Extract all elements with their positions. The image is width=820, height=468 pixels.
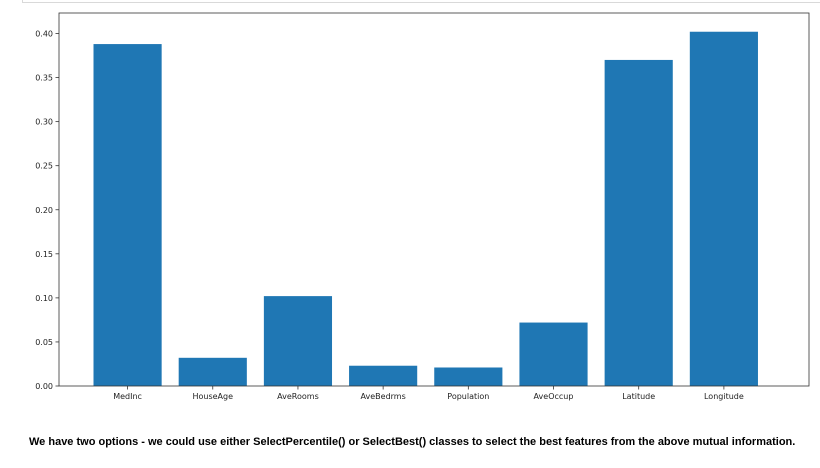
bar-chart-svg: 0.00 0.05 0.10 0.15 0.20 0.25 0.30 0.35 0.40 Med… <box>35 12 810 401</box>
x-tick-label-latitude: Latitude <box>622 392 655 401</box>
previous-cell-border <box>22 0 820 3</box>
bar-medinc <box>93 44 162 386</box>
x-tick-label-averooms: AveRooms <box>277 392 319 401</box>
x-tick-label-houseage: HouseAge <box>192 392 233 401</box>
bar-avebedrms <box>349 365 418 386</box>
bars-group <box>93 31 758 387</box>
x-tick-label-aveoccup: AveOccup <box>534 392 574 401</box>
y-tick-label-0: 0.00 <box>35 382 53 391</box>
x-axis: MedInc HouseAge AveRooms AveBedrms Populatio… <box>113 386 744 401</box>
plot-frame <box>58 12 810 387</box>
y-tick-label-8: 0.40 <box>35 30 53 39</box>
bar-aveoccup <box>519 322 588 386</box>
x-tick-label-population: Population <box>447 392 489 401</box>
x-tick-label-medinc: MedInc <box>113 392 142 401</box>
y-tick-label-6: 0.30 <box>35 118 53 127</box>
x-tick-label-avebedrms: AveBedrms <box>361 392 406 401</box>
bar-houseage <box>178 357 247 386</box>
markdown-paragraph: We have two options - we could use eithe… <box>29 436 796 448</box>
bar-latitude <box>604 59 673 386</box>
y-tick-label-3: 0.15 <box>35 250 53 259</box>
x-tick-label-longitude: Longitude <box>704 392 744 401</box>
y-tick-label-2: 0.10 <box>35 294 53 303</box>
bar-averooms <box>263 296 333 386</box>
y-tick-label-4: 0.20 <box>35 206 53 215</box>
y-tick-label-1: 0.05 <box>35 338 53 347</box>
y-axis: 0.00 0.05 0.10 0.15 0.20 0.25 0.30 0.35 0.40 <box>35 30 59 391</box>
bar-population <box>434 367 503 386</box>
y-tick-label-5: 0.25 <box>35 162 53 171</box>
y-tick-label-7: 0.35 <box>35 74 53 83</box>
bar-chart: 0.00 0.05 0.10 0.15 0.20 0.25 0.30 0.35 0.40 Med… <box>35 12 810 401</box>
bar-longitude <box>689 31 758 387</box>
